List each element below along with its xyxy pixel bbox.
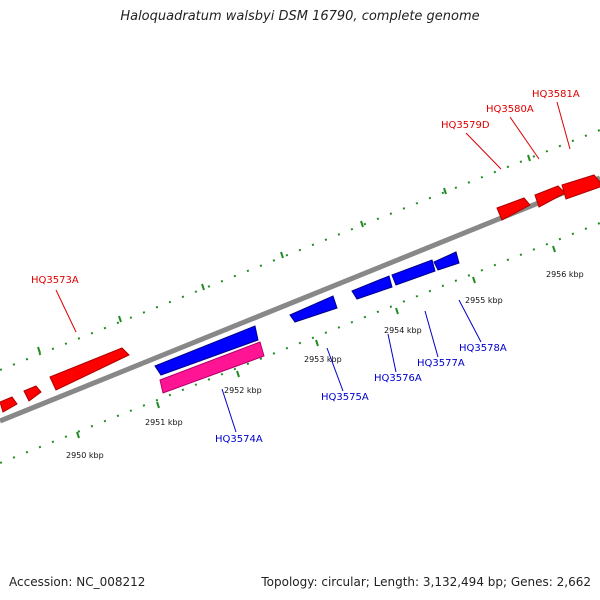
leader-HQ3574A (221, 388, 237, 433)
gene-arrow-HQ3574A-alt[interactable] (159, 341, 265, 394)
gene-arrow-HQ3578A[interactable] (433, 251, 460, 271)
leader-HQ3580A (509, 116, 540, 160)
gene-arrow-HQ3579D[interactable] (496, 197, 531, 221)
gene-label-HQ3576A[interactable]: HQ3576A (374, 373, 422, 384)
gene-arrow-HQ3574A[interactable] (154, 325, 259, 376)
gene-arrow-HQ3581A[interactable] (561, 174, 600, 200)
gene-label-HQ3577A[interactable]: HQ3577A (417, 358, 465, 369)
gene-label-HQ3578A[interactable]: HQ3578A (459, 343, 507, 354)
leader-HQ3577A (424, 310, 439, 358)
forward-track-dots (0, 129, 600, 371)
genome-backbone (0, 175, 600, 424)
leader-HQ3581A (556, 101, 571, 150)
gene-arrow-forward[interactable] (23, 385, 42, 402)
forward-genes (0, 174, 600, 413)
leader-HQ3578A (458, 299, 482, 343)
tick-label-2951: 2951 kbp (145, 418, 183, 427)
tick-label-2956: 2956 kbp (546, 270, 584, 279)
gene-label-HQ3574A[interactable]: HQ3574A (215, 434, 263, 445)
leader-HQ3573A (55, 289, 77, 333)
gene-label-HQ3581A[interactable]: HQ3581A (532, 89, 580, 100)
gene-arrow-HQ3577A[interactable] (391, 259, 436, 286)
gene-label-HQ3580A[interactable]: HQ3580A (486, 104, 534, 115)
leader-lines (55, 101, 571, 433)
genome-summary: Topology: circular; Length: 3,132,494 bp… (261, 575, 591, 589)
tick-label-2955: 2955 kbp (465, 296, 503, 305)
gene-label-HQ3575A[interactable]: HQ3575A (321, 392, 369, 403)
gene-arrow-HQ3576A[interactable] (351, 275, 393, 300)
accession-label: Accession: NC_008212 (9, 575, 146, 589)
tick-label-2953: 2953 kbp (304, 355, 342, 364)
tick-label-2954: 2954 kbp (384, 326, 422, 335)
tick-label-2950: 2950 kbp (66, 451, 104, 460)
gene-arrow-HQ3573A[interactable] (49, 347, 130, 391)
reverse-track-dots (0, 222, 600, 464)
tick-label-2952: 2952 kbp (224, 386, 262, 395)
gene-label-HQ3579D[interactable]: HQ3579D (441, 120, 490, 131)
major-ticks (37, 154, 556, 439)
map-title: Haloquadratum walsbyi DSM 16790, complet… (120, 9, 480, 24)
leader-HQ3576A (387, 333, 397, 373)
leader-HQ3575A (326, 347, 344, 392)
gene-arrow-forward[interactable] (0, 396, 18, 413)
reverse-genes (154, 251, 460, 394)
gene-arrow-HQ3575A[interactable] (289, 295, 338, 323)
leader-HQ3579D (465, 132, 502, 170)
gene-label-HQ3573A[interactable]: HQ3573A (31, 275, 79, 286)
